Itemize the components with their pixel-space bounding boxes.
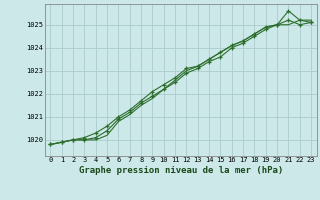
X-axis label: Graphe pression niveau de la mer (hPa): Graphe pression niveau de la mer (hPa) <box>79 166 283 175</box>
